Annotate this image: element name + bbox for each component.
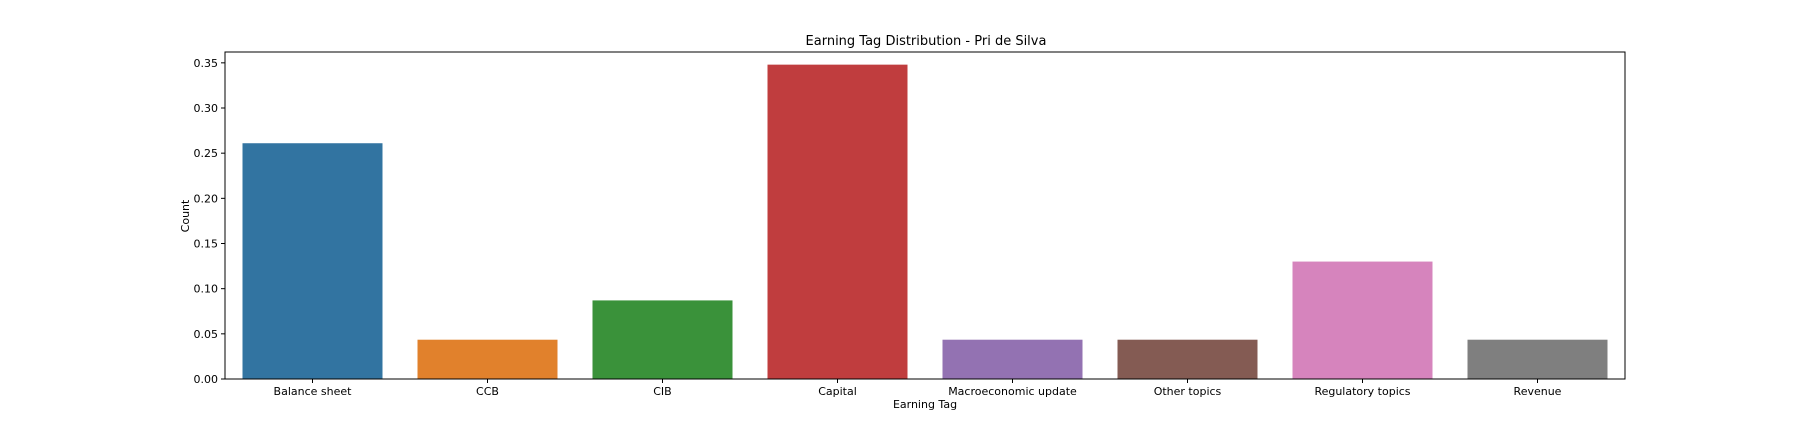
x-tick-label: Other topics [1154, 385, 1222, 398]
x-tick-label: Revenue [1514, 385, 1562, 398]
x-tick-label: CIB [653, 385, 671, 398]
x-tick-label: Capital [818, 385, 857, 398]
bar-regulatory-topics [1292, 261, 1433, 379]
x-axis-label: Earning Tag [893, 398, 957, 411]
y-tick-label: 0.00 [194, 373, 219, 386]
bar-other-topics [1117, 339, 1258, 379]
x-tick-label: CCB [476, 385, 499, 398]
y-tick-label: 0.10 [194, 283, 219, 296]
bar-macroeconomic-update [942, 339, 1083, 379]
x-axis: Balance sheet CCB CIB Capital Macroeconomic … [274, 379, 1562, 398]
y-axis-label: Count [179, 199, 192, 232]
y-tick-label: 0.15 [194, 238, 219, 251]
y-axis: 0.00 0.05 0.10 0.15 0.20 0.25 0.30 0.35 [194, 57, 225, 386]
y-tick-label: 0.05 [194, 328, 219, 341]
x-tick-label: Regulatory topics [1314, 385, 1410, 398]
chart-title: Earning Tag Distribution - Pri de Silva [806, 34, 1047, 49]
y-tick-label: 0.20 [194, 192, 219, 205]
plot-frame [224, 51, 1626, 380]
y-tick-label: 0.30 [194, 102, 219, 115]
bar-balance-sheet [242, 143, 383, 379]
bar-capital [767, 64, 908, 379]
bar-cib [592, 300, 733, 379]
y-tick-label: 0.25 [194, 147, 219, 160]
bars-group [242, 64, 1608, 379]
y-tick-label: 0.35 [194, 57, 219, 70]
x-tick-label: Macroeconomic update [948, 385, 1077, 398]
bar-revenue [1467, 339, 1608, 379]
bar-ccb [417, 339, 558, 379]
x-tick-label: Balance sheet [274, 385, 353, 398]
